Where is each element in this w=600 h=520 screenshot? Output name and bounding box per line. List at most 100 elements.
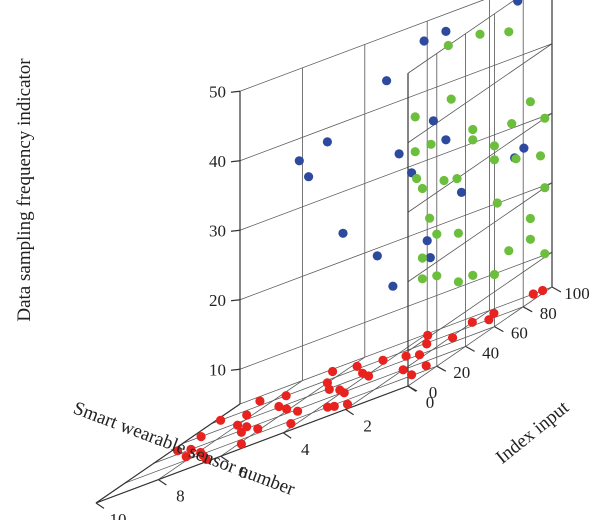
y-tick-label: 100 bbox=[564, 284, 590, 303]
y-tick-label: 40 bbox=[482, 343, 499, 362]
y-axis-title: Index input bbox=[492, 397, 573, 469]
z-axis-title: Data sampling frequency indicator bbox=[14, 58, 35, 322]
data-point bbox=[468, 135, 478, 145]
left-wall-gridline-z bbox=[239, 0, 485, 92]
data-point bbox=[201, 454, 211, 464]
data-point bbox=[468, 270, 478, 280]
data-point bbox=[338, 228, 348, 238]
data-point bbox=[417, 253, 427, 263]
data-point bbox=[484, 315, 494, 325]
z-tick-mark bbox=[230, 229, 241, 232]
y-tick-label: 60 bbox=[511, 324, 528, 343]
y-tick-label: 80 bbox=[540, 304, 557, 323]
data-point bbox=[242, 410, 252, 420]
data-point bbox=[425, 253, 435, 263]
z-tick-mark bbox=[230, 368, 241, 371]
data-point bbox=[233, 420, 243, 430]
x-tick-mark bbox=[282, 432, 292, 439]
z-tick-label: 10 bbox=[209, 360, 226, 379]
data-point bbox=[364, 371, 374, 381]
axis-frame bbox=[95, 0, 562, 509]
data-point bbox=[535, 151, 546, 161]
data-point bbox=[236, 427, 246, 437]
data-point bbox=[186, 444, 196, 454]
x-tick-mark bbox=[345, 408, 354, 416]
frame-edge bbox=[95, 403, 241, 504]
z-tick-label: 40 bbox=[209, 152, 226, 171]
data-point bbox=[421, 361, 431, 371]
data-point bbox=[394, 149, 404, 159]
data-point bbox=[419, 36, 429, 46]
x-tick-label: 0 bbox=[426, 393, 435, 412]
right-wall-gridline-z bbox=[407, 112, 553, 213]
data-point bbox=[540, 113, 550, 123]
floor-gridline-x bbox=[220, 356, 366, 457]
y-tick-label: 0 bbox=[429, 383, 438, 402]
data-point bbox=[236, 439, 246, 449]
data-point bbox=[412, 173, 422, 184]
data-point bbox=[432, 229, 442, 239]
y-tick-mark bbox=[407, 385, 418, 392]
data-point bbox=[489, 308, 499, 318]
floor-gridline-x bbox=[407, 286, 553, 387]
data-point bbox=[519, 143, 529, 153]
data-point bbox=[468, 124, 478, 135]
data-point bbox=[417, 274, 427, 284]
data-point bbox=[489, 155, 499, 165]
data-point bbox=[196, 432, 206, 442]
data-point bbox=[293, 406, 303, 416]
x-tick-label: 6 bbox=[239, 463, 248, 482]
data-point bbox=[304, 172, 314, 182]
data-point bbox=[446, 94, 456, 104]
x-tick-label: 2 bbox=[363, 416, 372, 435]
data-point bbox=[422, 236, 432, 246]
data-point bbox=[274, 401, 284, 412]
x-tick-label: 4 bbox=[301, 440, 310, 459]
data-point bbox=[443, 40, 453, 51]
data-point bbox=[401, 351, 411, 361]
y-tick-mark bbox=[494, 326, 504, 333]
data-point bbox=[453, 228, 463, 238]
data-point bbox=[255, 396, 265, 406]
right-wall-gridline-z bbox=[407, 182, 553, 283]
data-point bbox=[525, 97, 536, 107]
data-point bbox=[422, 339, 432, 349]
data-point bbox=[511, 154, 521, 164]
grid-layer bbox=[95, 0, 553, 504]
left-wall-gridline-z bbox=[239, 182, 553, 301]
data-point bbox=[492, 198, 502, 208]
data-point bbox=[456, 187, 467, 197]
data-point bbox=[407, 370, 417, 380]
z-tick-label: 50 bbox=[209, 82, 226, 101]
data-point bbox=[453, 277, 463, 287]
data-point bbox=[504, 246, 514, 256]
y-tick-mark bbox=[465, 345, 475, 352]
data-point bbox=[324, 384, 334, 394]
data-point bbox=[417, 183, 427, 194]
z-tick-label: 30 bbox=[209, 221, 226, 240]
data-point bbox=[282, 404, 292, 414]
data-points bbox=[173, 0, 550, 464]
data-point bbox=[339, 388, 349, 398]
data-point bbox=[352, 361, 362, 371]
data-point bbox=[398, 365, 408, 375]
data-point bbox=[322, 137, 332, 147]
data-point bbox=[504, 27, 514, 37]
data-point bbox=[525, 213, 536, 224]
data-point bbox=[432, 271, 442, 281]
data-point bbox=[372, 251, 382, 261]
y-tick-label: 20 bbox=[453, 363, 470, 382]
frame-edge bbox=[95, 385, 409, 504]
data-point bbox=[525, 234, 536, 244]
data-point bbox=[426, 139, 436, 149]
data-point bbox=[286, 419, 296, 429]
data-point bbox=[378, 355, 388, 365]
data-point bbox=[410, 112, 420, 122]
data-point bbox=[428, 116, 438, 126]
x-tick-mark bbox=[158, 479, 167, 486]
data-point bbox=[507, 119, 517, 129]
data-point bbox=[540, 183, 550, 193]
data-point bbox=[388, 281, 398, 291]
